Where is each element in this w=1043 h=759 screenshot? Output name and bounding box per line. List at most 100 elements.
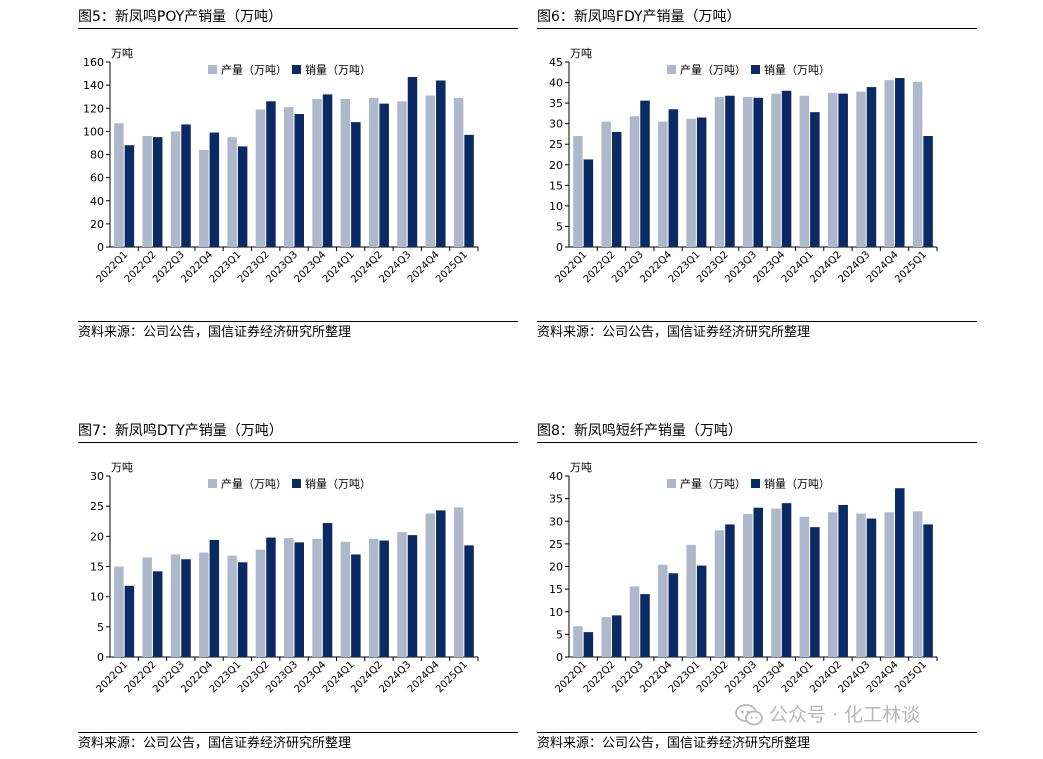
bar-production [312,99,322,247]
bar-sales [266,101,276,247]
bar-production [912,511,923,657]
bar-sales [810,112,820,248]
bar-production [368,97,379,247]
bar-production [170,554,181,657]
wechat-icon [735,704,763,726]
chart-title: 图5：新凤鸣POY产销量（万吨） [78,6,518,29]
y-tick-label: 20 [549,159,563,172]
legend-swatch [208,479,217,488]
bar-sales [152,137,163,247]
x-tick-label: 2025Q1 [893,659,929,695]
bar-production [340,541,351,657]
bar-sales [464,134,474,247]
bar-sales [181,559,191,657]
bar-production [199,149,209,247]
bar-sales [923,136,933,247]
y-axis-unit-label: 万吨 [570,461,592,474]
y-tick-label: 40 [549,470,563,483]
watermark-text: 公众号 · 化工林谈 [769,704,921,726]
legend-label: 产量（万吨） [221,477,287,491]
legend-swatch [751,65,760,74]
y-tick-label: 30 [90,470,104,483]
bar-sales [583,632,594,657]
chart-panel-poy: 图5：新凤鸣POY产销量（万吨） 万吨 产量（万吨） 销量（万吨） 0 20 40 60 80… [78,6,518,344]
bar-sales [668,109,679,248]
bar-sales [611,615,622,657]
y-tick-label: 140 [83,79,104,92]
bar-production [255,549,266,657]
bar-production [368,538,379,657]
y-axis-unit-label: 万吨 [111,461,133,474]
bar-sales [436,510,446,657]
y-tick-label: 40 [90,195,104,208]
bar-production [686,544,696,657]
legend-label: 销量（万吨） [305,477,371,491]
bar-production [686,118,696,247]
y-tick-label: 100 [83,125,104,138]
legend-label: 产量（万吨） [680,477,746,491]
bar-sales [725,95,735,247]
bar-production [397,532,407,657]
bar-production [743,514,753,657]
bar-sales [725,524,735,657]
bar-sales [351,122,361,247]
bar-sales [640,100,650,248]
bar-sales [753,507,763,657]
y-tick-label: 15 [549,583,563,596]
bar-production [142,557,152,657]
bar-sales [696,565,707,657]
legend-swatch [292,65,301,74]
bar-sales [895,488,905,657]
bar-sales [464,545,474,657]
bar-production [827,92,838,247]
bar-production [453,97,464,247]
bar-sales [583,159,594,247]
chart-panel-fdy: 图6：新凤鸣FDY产销量（万吨） 万吨 产量（万吨） 销量（万吨） 0 5 10 15 20 2… [537,6,977,344]
bar-production [199,552,209,657]
bar-sales [237,562,248,657]
bar-production [573,136,583,247]
chart-title: 图8：新凤鸣短纤产销量（万吨） [537,420,977,443]
bar-production [170,131,181,247]
y-tick-label: 20 [90,218,104,231]
bar-production [884,512,895,657]
y-tick-label: 10 [549,200,563,213]
bar-production [884,80,895,247]
bar-production [397,101,407,247]
bar-production [227,555,237,657]
legend-label: 销量（万吨） [764,63,830,77]
bar-production [255,109,266,247]
source-note: 资料来源：公司公告，国信证券经济研究所整理 [78,321,518,344]
bar-production [227,137,237,247]
y-tick-label: 25 [549,538,563,551]
y-tick-label: 25 [90,500,104,513]
bar-sales [838,504,848,657]
bar-production [142,136,152,247]
bar-production [827,512,838,657]
y-tick-label: 0 [97,241,104,254]
bar-production [771,508,781,657]
bar-production [912,81,923,247]
bar-production [425,513,436,657]
y-tick-label: 45 [549,56,563,69]
bar-production [658,121,668,247]
bar-sales [781,503,792,657]
bar-production [714,96,725,247]
legend-label: 产量（万吨） [221,63,287,77]
bar-production [629,586,640,657]
bar-production [601,121,611,247]
y-tick-label: 35 [549,493,563,506]
chart-title: 图6：新凤鸣FDY产销量（万吨） [537,6,977,29]
bar-production [714,530,725,657]
y-tick-label: 40 [549,77,563,90]
bar-sales [866,87,877,247]
legend-swatch [208,65,217,74]
bar-production [284,107,294,247]
bar-sales [436,80,446,247]
source-note: 资料来源：公司公告，国信证券经济研究所整理 [537,321,977,344]
y-tick-label: 20 [90,530,104,543]
bar-sales [181,124,191,247]
bar-production [799,516,810,657]
